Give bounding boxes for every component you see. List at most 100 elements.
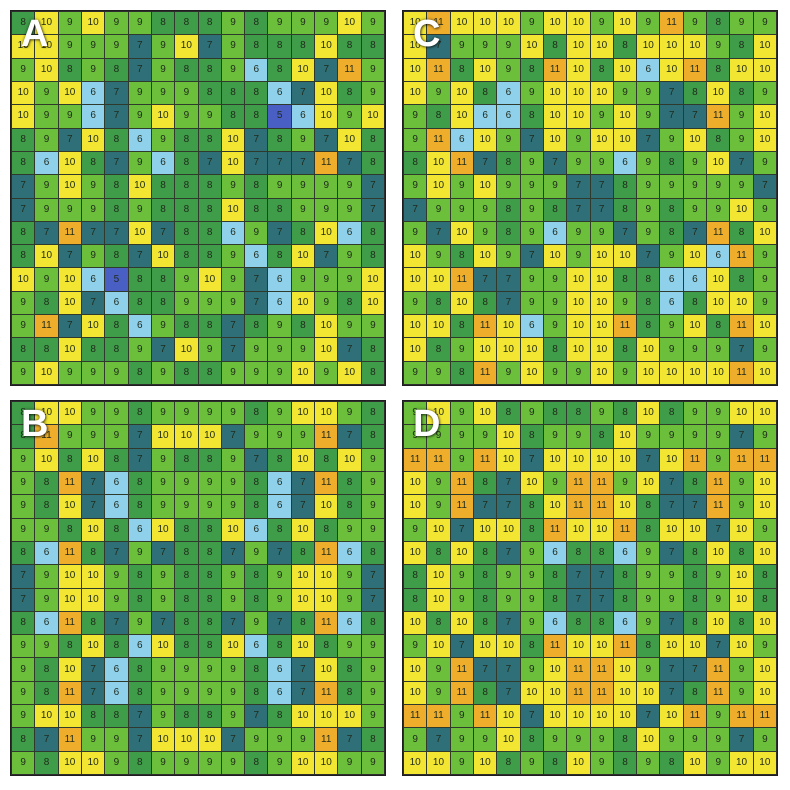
grid-cell: 9 [660,175,683,198]
grid-cell: 6 [543,541,567,565]
grid-cell: 10 [707,291,730,315]
grid-cell: 7 [497,495,520,518]
grid-cell: 10 [730,635,753,658]
grid-cell: 9 [268,728,291,751]
grid-cell: 9 [175,658,198,681]
grid-cell: 11 [58,728,81,751]
grid-cell: 7 [707,635,730,658]
grid-cell: 10 [683,518,707,541]
grid-cell: 7 [245,448,268,471]
grid-cell: 8 [128,495,151,518]
grid-cell: 9 [707,425,730,448]
grid-cell: 9 [660,315,683,338]
grid-cell: 7 [338,728,361,751]
grid-cell: 10 [730,198,753,221]
grid-cell: 8 [473,611,497,635]
grid-cell: 8 [473,681,497,705]
grid-cell: 7 [404,198,427,221]
grid-cell: 9 [567,728,590,751]
grid-cell: 9 [175,402,198,425]
grid-cell: 11 [707,681,730,705]
grid-cell: 8 [660,198,683,221]
grid-cell: 10 [404,541,427,565]
grid-cell: 10 [338,128,361,151]
grid-cell: 10 [753,221,776,245]
grid-cell: 6 [450,128,473,151]
grid-cell: 11 [567,658,590,681]
grid-cell: 9 [12,495,35,518]
grid-cell: 8 [450,58,473,81]
grid-cell: 9 [175,471,198,495]
grid-cell: 6 [81,105,105,128]
grid-cell: 7 [543,151,567,175]
grid-cell: 10 [590,128,613,151]
grid-cell: 9 [707,565,730,588]
grid-cell: 9 [221,361,245,384]
grid-cell: 9 [427,361,450,384]
grid-cell: 9 [707,35,730,58]
grid-cell: 8 [245,495,268,518]
grid-cell: 9 [175,495,198,518]
grid-cell: 9 [221,751,245,774]
grid-cell: 9 [338,565,361,588]
grid-cell: 8 [707,12,730,35]
grid-cell: 7 [660,658,683,681]
grid-cell: 9 [315,175,338,198]
grid-cell: 8 [58,635,81,658]
grid-cell: 7 [361,565,384,588]
grid-cell: 9 [151,751,175,774]
grid-cell: 9 [268,751,291,774]
grid-cell: 7 [198,35,221,58]
grid-cell: 7 [497,541,520,565]
grid-cell: 9 [35,198,58,221]
grid-cell: 8 [361,541,384,565]
grid-cell: 8 [268,128,291,151]
grid-cell: 9 [637,175,660,198]
grid-cell: 7 [268,151,291,175]
grid-cell: 7 [105,81,128,105]
grid-cell: 8 [291,611,315,635]
grid-cell: 7 [81,495,105,518]
grid-cell: 10 [543,128,567,151]
grid-cell: 9 [105,35,128,58]
grid-cell: 7 [12,565,35,588]
grid-cell: 10 [567,705,590,728]
grid-cell: 9 [338,518,361,541]
grid-cell: 6 [35,541,58,565]
grid-cell: 11 [590,658,613,681]
grid-cell: 10 [683,35,707,58]
grid-cell: 8 [427,611,450,635]
grid-cell: 9 [427,198,450,221]
grid-cell: 9 [151,658,175,681]
grid-cell: 8 [105,635,128,658]
grid-cell: 7 [590,175,613,198]
grid-cell: 8 [520,518,543,541]
grid-cell: 10 [12,268,35,291]
grid-cell: 9 [473,425,497,448]
grid-cell: 10 [315,565,338,588]
grid-cell: 10 [707,268,730,291]
grid-cell: 10 [683,751,707,774]
grid-cell: 8 [361,151,384,175]
grid-cell: 10 [520,471,543,495]
grid-cell: 8 [12,425,35,448]
grid-cell: 8 [175,198,198,221]
grid-cell: 10 [543,105,567,128]
grid-cell: 8 [637,315,660,338]
grid-cell: 7 [520,705,543,728]
grid-cell: 9 [291,175,315,198]
grid-cell: 10 [175,338,198,361]
grid-cell: 10 [520,35,543,58]
grid-cell: 8 [543,198,567,221]
grid-cell: 9 [450,448,473,471]
grid-cell: 9 [151,58,175,81]
grid-cell: 10 [637,338,660,361]
grid-cell: 7 [221,338,245,361]
grid-cell: 8 [12,128,35,151]
grid-cell: 9 [245,221,268,245]
grid-cell: 9 [268,12,291,35]
grid-cell: 7 [128,425,151,448]
grid-cell: 9 [105,751,128,774]
grid-cell: 7 [221,425,245,448]
grid-cell: 8 [497,402,520,425]
